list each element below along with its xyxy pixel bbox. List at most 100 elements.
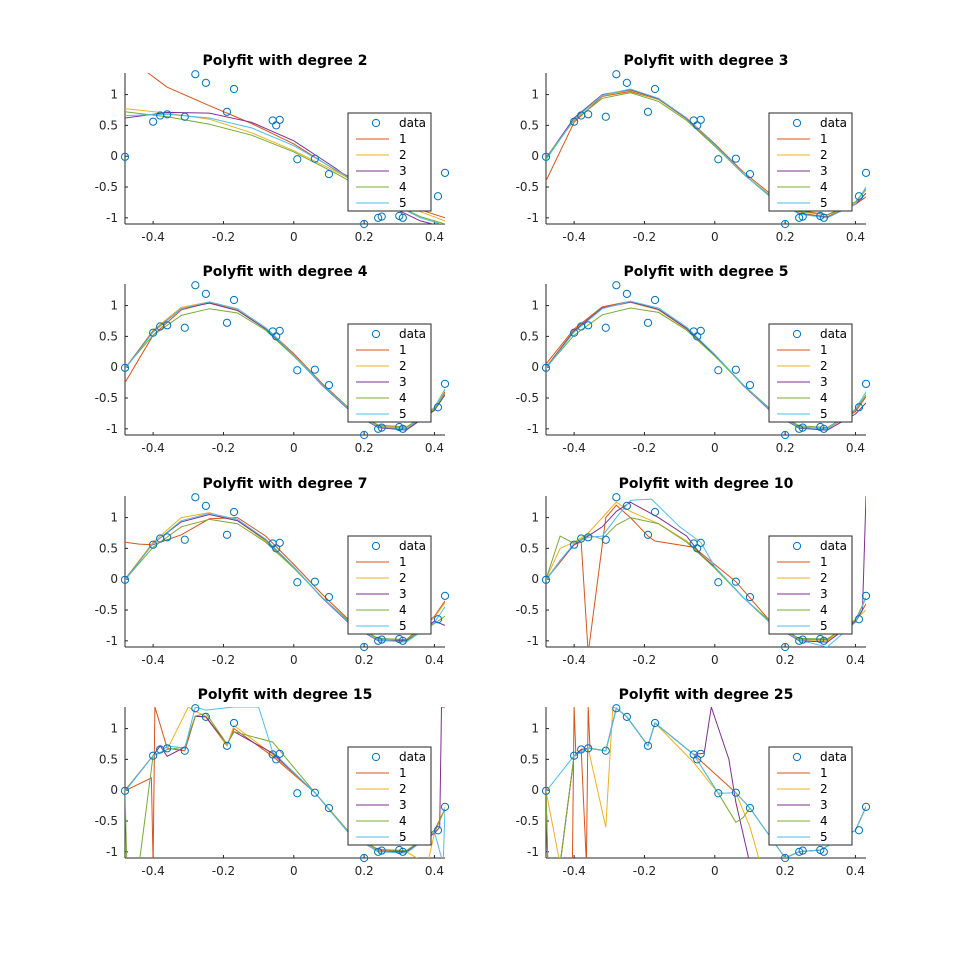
y-tick-label: -1 bbox=[527, 211, 539, 225]
data-point bbox=[612, 70, 621, 79]
data-point bbox=[324, 803, 334, 813]
legend-label: 3 bbox=[399, 587, 407, 601]
legend-label: 3 bbox=[820, 375, 828, 389]
y-tick-label: -0.5 bbox=[95, 180, 118, 194]
data-point bbox=[374, 424, 383, 433]
legend-label: 2 bbox=[399, 571, 407, 585]
data-point bbox=[310, 154, 319, 163]
y-tick-label: 0.5 bbox=[520, 541, 539, 555]
data-point bbox=[440, 168, 450, 177]
data-point bbox=[222, 530, 232, 539]
x-tick-label: 0.4 bbox=[425, 230, 444, 244]
x-tick-label: 0.2 bbox=[776, 864, 795, 878]
subplot-title: Polyfit with degree 25 bbox=[619, 687, 794, 703]
legend-label: 1 bbox=[820, 766, 828, 780]
subplot-title: Polyfit with degree 3 bbox=[623, 53, 788, 69]
data-point bbox=[360, 219, 369, 229]
legend-label: 5 bbox=[399, 619, 407, 633]
data-point bbox=[293, 578, 302, 587]
legend-label: 3 bbox=[399, 375, 407, 389]
data-point bbox=[163, 110, 172, 119]
data-point bbox=[570, 328, 579, 337]
x-tick-label: -0.4 bbox=[562, 441, 585, 455]
x-tick-label: 0.2 bbox=[355, 653, 374, 667]
data-point bbox=[180, 323, 189, 332]
x-tick-label: 0.2 bbox=[776, 230, 795, 244]
data-point bbox=[433, 615, 443, 624]
legend: data 1 2 3 4 5 bbox=[768, 112, 853, 212]
x-tick-label: -0.4 bbox=[141, 441, 164, 455]
data-point bbox=[440, 802, 450, 811]
legend: data 1 2 3 4 5 bbox=[768, 535, 853, 635]
data-point bbox=[731, 365, 740, 374]
data-point bbox=[293, 366, 302, 375]
x-tick-label: 0.2 bbox=[355, 441, 374, 455]
series-line-3 bbox=[546, 496, 866, 643]
legend-label: 2 bbox=[820, 148, 828, 162]
x-tick-label: 0 bbox=[711, 864, 719, 878]
y-tick-label: 0 bbox=[531, 783, 539, 797]
data-point bbox=[180, 535, 189, 544]
data-point bbox=[541, 786, 551, 795]
data-point bbox=[374, 847, 383, 856]
data-point bbox=[714, 155, 723, 164]
x-tick-label: 0 bbox=[711, 230, 719, 244]
legend-label: 1 bbox=[820, 555, 828, 569]
x-tick-label: -0.2 bbox=[633, 864, 656, 878]
legend-marker-data bbox=[792, 752, 802, 762]
data-point bbox=[191, 704, 200, 713]
x-tick-label: 0 bbox=[290, 230, 298, 244]
x-tick-label: -0.2 bbox=[212, 230, 235, 244]
data-point bbox=[612, 704, 621, 713]
x-tick-label: -0.4 bbox=[562, 653, 585, 667]
data-point bbox=[149, 328, 158, 337]
data-point bbox=[689, 116, 698, 125]
data-point bbox=[714, 789, 723, 798]
legend-label: 4 bbox=[399, 391, 407, 405]
data-point bbox=[745, 803, 755, 813]
x-tick-label: 0.4 bbox=[425, 441, 444, 455]
x-tick-label: 0 bbox=[290, 653, 298, 667]
x-tick-label: 0.4 bbox=[846, 441, 865, 455]
data-point bbox=[781, 430, 790, 440]
legend-box bbox=[768, 535, 853, 635]
legend-label: 4 bbox=[820, 603, 828, 617]
data-point bbox=[861, 379, 871, 388]
legend-label: 5 bbox=[820, 196, 828, 210]
legend-label: 5 bbox=[399, 196, 407, 210]
y-tick-label: 0.5 bbox=[99, 118, 118, 132]
data-point bbox=[201, 501, 210, 510]
x-tick-label: 0.2 bbox=[355, 864, 374, 878]
legend-label: 2 bbox=[820, 359, 828, 373]
data-point bbox=[541, 575, 551, 584]
legend-label: 1 bbox=[399, 343, 407, 357]
x-tick-label: -0.4 bbox=[562, 864, 585, 878]
legend-label: data bbox=[820, 116, 847, 130]
y-tick-label: 0 bbox=[531, 360, 539, 374]
data-point bbox=[584, 110, 593, 119]
legend-label: 5 bbox=[399, 407, 407, 421]
subplot-5: Polyfit with degree 7 -0.4 -0.2 0 0.2 0.4 1 0.5… bbox=[95, 476, 450, 667]
y-tick-label: -1 bbox=[106, 634, 118, 648]
data-point bbox=[360, 430, 369, 440]
data-point bbox=[795, 847, 804, 856]
legend-box bbox=[347, 112, 432, 212]
legend-label: 2 bbox=[399, 148, 407, 162]
legend-label: 1 bbox=[399, 555, 407, 569]
data-point bbox=[268, 116, 277, 125]
data-point bbox=[229, 507, 239, 517]
data-point bbox=[275, 538, 284, 547]
data-point bbox=[229, 84, 239, 94]
y-tick-label: 0.5 bbox=[520, 329, 539, 343]
x-tick-label: -0.2 bbox=[212, 864, 235, 878]
data-point bbox=[149, 540, 158, 549]
data-point bbox=[622, 712, 631, 721]
data-point bbox=[650, 507, 660, 517]
y-tick-label: -1 bbox=[527, 845, 539, 859]
legend: data 1 2 3 4 5 bbox=[347, 746, 432, 846]
y-tick-label: 0.5 bbox=[520, 118, 539, 132]
y-tick-label: 0 bbox=[110, 149, 118, 163]
subplot-4: Polyfit with degree 5 -0.4 -0.2 0 0.2 0.4 1 0.5… bbox=[516, 264, 871, 455]
series-line-4 bbox=[546, 92, 866, 216]
